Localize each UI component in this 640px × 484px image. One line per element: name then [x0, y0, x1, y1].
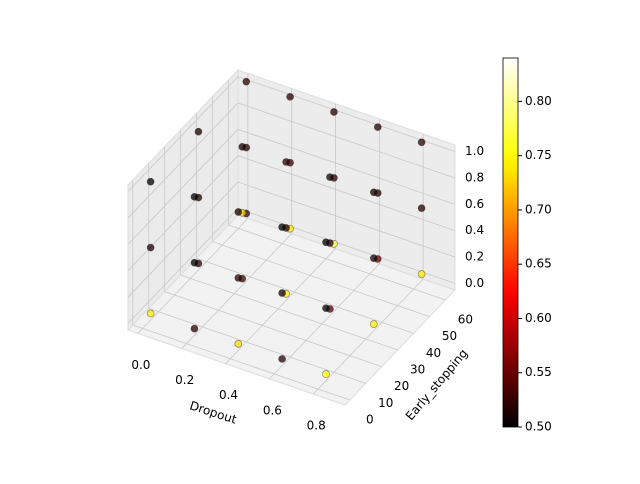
back-pane	[237, 69, 456, 291]
grid-line	[127, 181, 239, 298]
point	[146, 177, 155, 186]
x-tick-label: 0.6	[263, 403, 282, 417]
z-tick-label: 0.0	[465, 276, 484, 290]
grid-line	[237, 128, 456, 205]
x-tick-label: 0.2	[175, 373, 194, 387]
point	[369, 320, 378, 328]
point	[190, 324, 199, 333]
grid-line	[269, 263, 380, 380]
colorbar-tick-label: 0.50	[525, 420, 552, 434]
grid-line	[237, 181, 456, 258]
z-tick-label: 0.2	[465, 250, 484, 264]
point	[417, 138, 426, 147]
x-tick-label: 0.8	[307, 419, 326, 433]
point	[417, 270, 426, 278]
grid-line	[237, 76, 456, 152]
colorbar-tick-label: 0.80	[525, 94, 552, 108]
colorbar-tick-label: 0.65	[525, 257, 552, 271]
colorbar-tick-label: 0.75	[525, 148, 552, 162]
point	[369, 254, 378, 262]
point	[322, 370, 330, 378]
grid-line	[127, 155, 239, 271]
colorbar-tick-label: 0.60	[525, 311, 552, 325]
y-tick-label: 40	[426, 346, 441, 360]
point	[146, 243, 155, 252]
grid-line	[212, 241, 430, 318]
x-axis-label: Dropout	[188, 398, 239, 426]
point	[238, 143, 247, 151]
grid-line	[164, 291, 382, 368]
x-tick-label: 0.4	[219, 388, 238, 402]
grid-line	[127, 208, 239, 324]
y-tick-label: 60	[458, 313, 473, 327]
y-tick-label: 20	[394, 379, 409, 393]
x-tick-label: 0.0	[131, 358, 150, 372]
grid-line	[237, 208, 456, 284]
grid-line	[132, 324, 350, 401]
grid-line	[196, 257, 414, 334]
grid-line	[137, 218, 249, 334]
point	[190, 258, 199, 267]
grid-line	[180, 274, 398, 351]
y-tick-label: 30	[410, 363, 425, 377]
point	[194, 127, 203, 136]
point	[242, 77, 251, 86]
z-tick-label: 0.6	[465, 197, 484, 211]
point	[330, 108, 338, 116]
grid-line	[127, 76, 239, 192]
point	[146, 309, 155, 318]
z-tick-label: 0.4	[465, 223, 484, 237]
colorbar-tick-label: 0.70	[525, 202, 552, 216]
y-tick-label: 50	[442, 329, 457, 343]
colorbar	[502, 57, 519, 428]
point	[286, 93, 294, 101]
point	[234, 208, 243, 216]
z-tick-label: 0.8	[465, 170, 484, 184]
point	[190, 193, 199, 201]
grid-line	[127, 129, 239, 245]
grid-line	[148, 307, 366, 384]
colorbar-tick-label: 0.55	[525, 365, 552, 379]
y-tick-label: 0	[366, 413, 374, 427]
grid-line	[181, 233, 292, 349]
grid-line	[312, 278, 424, 395]
point	[278, 289, 286, 297]
point	[417, 204, 426, 212]
grid-line	[225, 248, 336, 364]
grid-line	[237, 102, 456, 179]
point	[282, 158, 290, 166]
z-tick-label: 1.0	[465, 144, 484, 158]
point	[278, 355, 286, 363]
grid-line	[127, 102, 239, 219]
point	[234, 274, 243, 282]
point	[326, 173, 334, 181]
point	[322, 304, 330, 312]
y-tick-label: 10	[378, 396, 393, 410]
grid-line	[228, 224, 446, 301]
point	[322, 238, 330, 247]
point	[234, 339, 243, 348]
grid-line	[237, 155, 456, 232]
point	[373, 123, 382, 131]
point	[278, 223, 286, 231]
point	[369, 188, 378, 197]
